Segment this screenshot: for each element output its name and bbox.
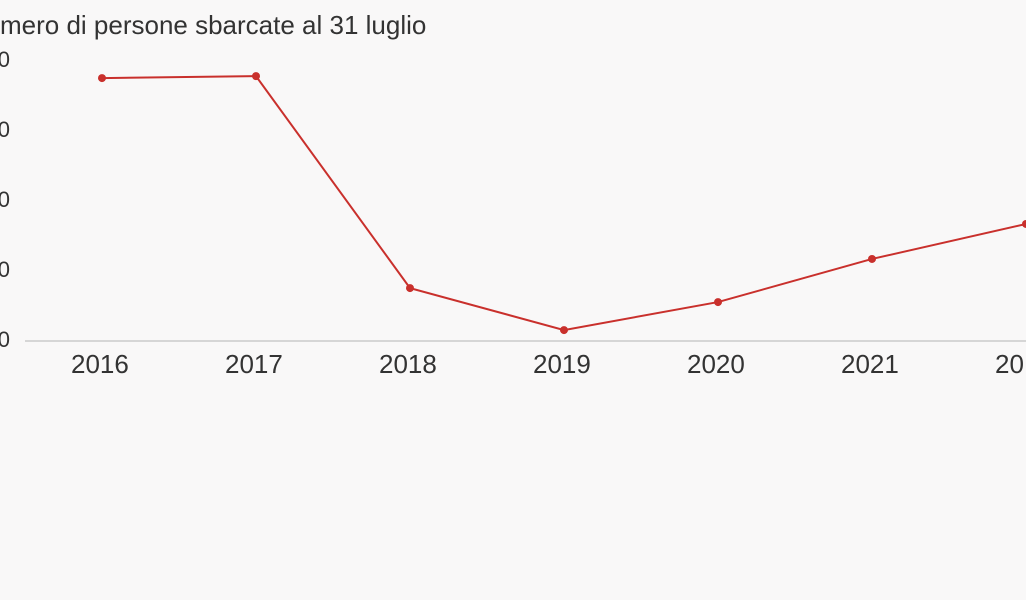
y-tick-label: 0 <box>0 327 10 352</box>
data-point <box>714 298 722 307</box>
chart-title: mero di persone sbarcate al 31 luglio <box>0 10 426 40</box>
x-tick-label: 2016 <box>71 349 129 379</box>
data-point <box>252 72 260 81</box>
y-tick-label: 0 <box>0 47 10 72</box>
x-tick-label: 2017 <box>225 349 283 379</box>
data-point <box>1022 219 1026 228</box>
data-point <box>406 284 414 293</box>
x-tick-label: 2020 <box>687 349 745 379</box>
x-tick-label: 2018 <box>379 349 437 379</box>
y-tick-label: 0 <box>0 117 10 142</box>
y-tick-label: 0 <box>0 257 10 282</box>
x-tick-label: 20 <box>995 349 1024 379</box>
x-tick-label: 2021 <box>841 349 899 379</box>
data-point <box>868 254 876 263</box>
x-tick-label: 2019 <box>533 349 591 379</box>
data-line <box>101 75 1026 332</box>
y-tick-label: 0 <box>0 187 10 212</box>
data-point <box>98 74 106 83</box>
data-point <box>560 326 568 335</box>
